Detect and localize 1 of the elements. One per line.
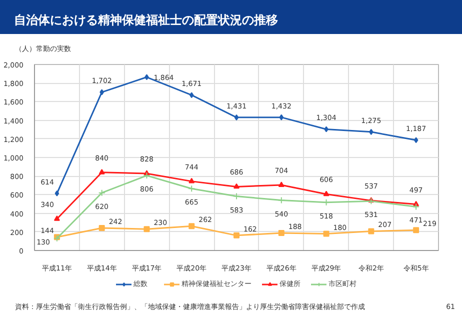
chart-title: 自治体における精神保健福祉士の配置状況の推移 [14, 12, 278, 29]
